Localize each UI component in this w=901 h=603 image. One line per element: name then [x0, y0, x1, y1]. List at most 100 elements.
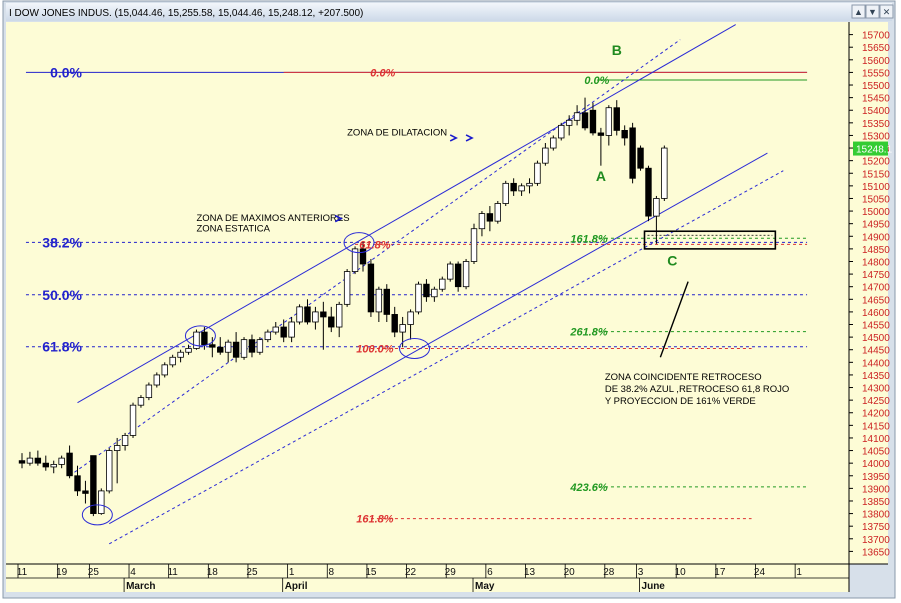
month-label: June — [642, 581, 666, 592]
candle-body — [248, 339, 256, 353]
price-tick-label: 15600 — [862, 56, 890, 67]
date-tick-label: 28 — [603, 567, 615, 578]
candle-body — [526, 182, 533, 187]
scroll-down-button[interactable] — [865, 4, 880, 19]
channel-line — [69, 39, 681, 477]
candle-body — [153, 374, 161, 386]
price-tick-label: 14200 — [862, 409, 890, 420]
candle-body — [470, 228, 478, 262]
title-bar[interactable] — [6, 3, 892, 21]
price-tick-label: 15150 — [862, 169, 890, 180]
last-price-label: 15248.1 — [856, 145, 893, 156]
candle-body — [193, 331, 200, 349]
candle-body — [573, 112, 581, 121]
candle-body — [486, 213, 494, 222]
annotation-text: ZONA COINCIDENTE RETROCESO — [605, 372, 762, 383]
price-tick-label: 13750 — [862, 522, 890, 533]
candle-body — [42, 462, 49, 468]
annotation-text: DE 38.2% AZUL ,RETROCESO 61,8 ROJO — [605, 384, 789, 395]
price-tick-label: 15100 — [862, 182, 890, 193]
candle-body — [621, 129, 628, 139]
fib-level-label: 100.0% — [356, 343, 394, 355]
date-tick-label: 3 — [638, 567, 644, 578]
coincidence-box — [643, 230, 777, 250]
candle-body — [320, 311, 327, 318]
close-button[interactable] — [879, 4, 894, 19]
price-tick-label: 14950 — [862, 220, 890, 231]
fib-level-label: 61.8% — [42, 339, 82, 355]
price-tick-label: 13850 — [862, 497, 890, 508]
candle-body — [565, 119, 573, 126]
price-tick-label: 15700 — [862, 31, 890, 42]
last-price-marker — [853, 141, 888, 156]
trend-channel — [69, 24, 784, 545]
date-tick-label: 13 — [524, 567, 536, 578]
date-tick-label: 11 — [167, 567, 178, 578]
fib-level-label: 38.2% — [42, 234, 82, 250]
date-tick-label: 11 — [17, 567, 28, 578]
price-tick-label: 14900 — [862, 232, 890, 243]
date-tick-label: 10 — [675, 567, 687, 578]
highlight-ellipse — [81, 504, 113, 526]
price-tick-label: 13800 — [862, 510, 890, 521]
price-tick-label: 14700 — [862, 283, 890, 294]
candle-body — [423, 283, 430, 298]
date-tick-label: 4 — [130, 567, 136, 578]
price-tick-label: 15400 — [862, 106, 890, 117]
price-tick-label: 14850 — [862, 245, 890, 256]
arrow-icon — [449, 134, 458, 142]
highlight-ellipses — [81, 232, 431, 526]
candle-body — [169, 356, 176, 366]
wave-label: C — [667, 252, 677, 268]
highlight-ellipse — [399, 337, 431, 359]
date-tick-label: 20 — [564, 567, 576, 578]
candle-body — [98, 490, 105, 514]
annotation-text: ZONA DE MAXIMOS ANTERIORES — [196, 213, 349, 224]
candle-body — [201, 331, 208, 346]
candle-body — [478, 213, 486, 230]
price-tick-label: 14300 — [862, 384, 890, 395]
price-tick-label: 14250 — [862, 396, 890, 407]
price-tick-label: 14650 — [862, 295, 890, 306]
candle-body — [66, 452, 73, 477]
price-tick-label: 14750 — [862, 270, 890, 281]
wave-label: B — [612, 42, 622, 58]
candle-body — [304, 306, 311, 323]
candle-body — [217, 346, 224, 353]
candle-body — [613, 107, 620, 131]
date-tick-label: 1 — [796, 567, 802, 578]
candle-body — [589, 109, 597, 134]
coincidence-zone — [643, 230, 777, 358]
candle-body — [462, 261, 470, 288]
candle-body — [415, 283, 422, 313]
candle-body — [232, 341, 240, 358]
candle-body — [367, 263, 375, 313]
fib-level-label: 0.0% — [50, 64, 82, 80]
fib-level-label: 50.0% — [42, 287, 82, 303]
price-tick-label: 15050 — [862, 194, 890, 205]
candle-body — [58, 457, 65, 465]
candle-body — [447, 263, 454, 280]
price-tick-label: 15000 — [862, 207, 890, 218]
candle-body — [407, 311, 414, 325]
candle-body — [90, 455, 97, 514]
candle-body — [106, 450, 113, 492]
channel-line — [77, 24, 736, 404]
price-tick-label: 15550 — [862, 68, 890, 79]
candle-body — [359, 248, 367, 265]
price-tick-label: 14800 — [862, 257, 890, 268]
annotation-text: ZONA DE DILATACION — [347, 127, 447, 138]
candle-body — [454, 263, 462, 288]
scroll-up-button[interactable] — [851, 4, 866, 19]
candle-body — [343, 271, 351, 305]
annotation-text: Y PROYECCION DE 161% VERDE — [605, 396, 756, 407]
candle-body — [335, 303, 343, 328]
date-tick-label: 17 — [714, 567, 726, 578]
annotation-text: ZONA ESTATICA — [196, 224, 270, 235]
price-tick-label: 15450 — [862, 94, 890, 105]
date-axis: 11 19 25 4 11 18 25 1 8 15 22 29 6 13 20 28 3 10 17 24 1Marc… — [17, 564, 802, 592]
candle-body — [629, 127, 636, 179]
candle-body — [50, 464, 57, 468]
